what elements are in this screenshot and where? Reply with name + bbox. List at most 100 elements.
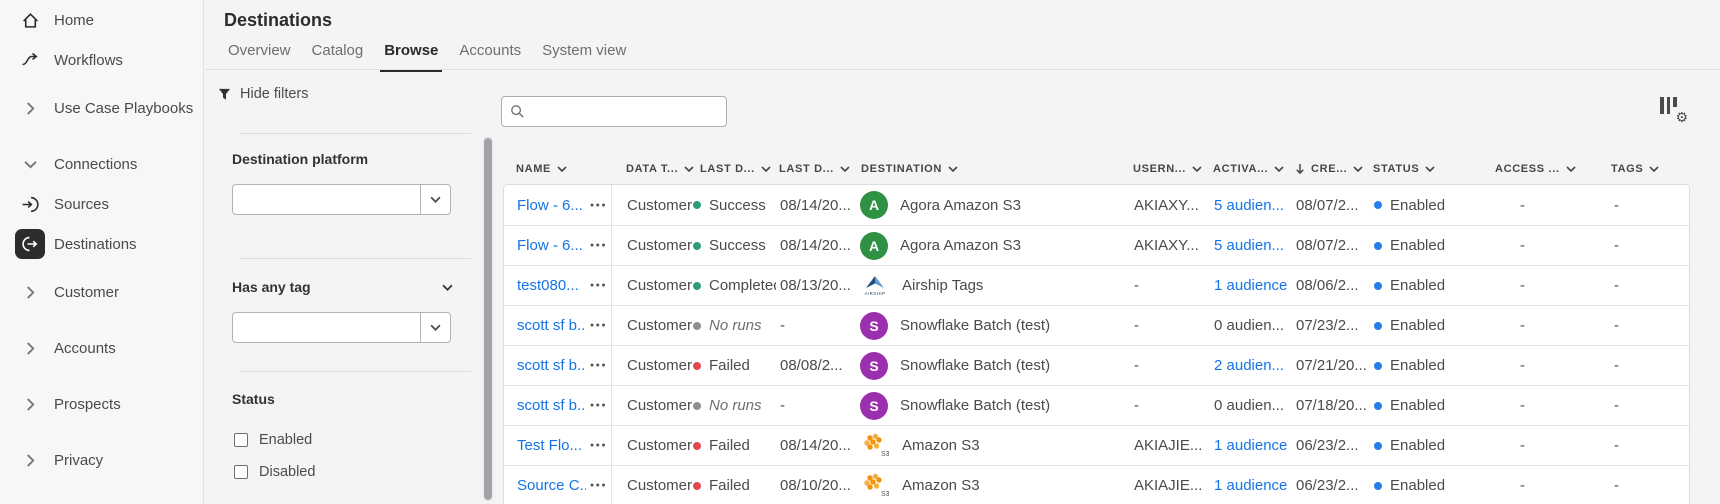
column-menu-chevron-icon	[557, 166, 567, 172]
sidebar-item-workflows[interactable]: Workflows	[0, 40, 203, 80]
sidebar-item-destinations[interactable]: Destinations	[0, 224, 203, 264]
run-status-label: Failed	[709, 437, 750, 454]
hide-filters-button[interactable]: Hide filters	[218, 86, 309, 102]
filter-rail-scrollbar[interactable]	[483, 136, 493, 502]
tags-cell: -	[1614, 196, 1619, 214]
checkbox-disabled[interactable]	[234, 465, 248, 479]
column-header-cre[interactable]: CRE...	[1295, 163, 1373, 175]
data-type-cell: Customers	[627, 277, 692, 294]
destination-name-link[interactable]: Flow - 6...	[517, 196, 583, 214]
run-status-dot	[693, 441, 701, 450]
row-more-actions-button[interactable]: ●●●	[586, 386, 612, 425]
data-type-cell: Customers	[627, 317, 692, 334]
column-header-label: USERN...	[1133, 163, 1186, 175]
column-header-last-d[interactable]: LAST D...	[691, 163, 775, 175]
checkbox-enabled[interactable]	[234, 433, 248, 447]
last-dataflow-run-date-cell: 08/14/20...	[780, 196, 851, 214]
status-cell: Enabled	[1374, 226, 1494, 265]
activation-data-cell: 0 audien...	[1214, 397, 1285, 414]
sidebar-item-use-case-playbooks[interactable]: Use Case Playbooks	[0, 88, 203, 128]
run-status-dot	[693, 401, 701, 410]
checkbox-label: Disabled	[259, 464, 316, 480]
column-header-data-t[interactable]: DATA T...	[611, 163, 694, 175]
destination-name-link[interactable]: scott sf b...	[517, 317, 586, 334]
row-more-actions-button[interactable]: ●●●	[586, 266, 612, 305]
column-header-access[interactable]: ACCESS ...	[1493, 163, 1603, 175]
sidebar-item-connections[interactable]: Connections	[0, 144, 203, 184]
column-header-status[interactable]: STATUS	[1373, 163, 1493, 175]
destination-name-link[interactable]: scott sf b...	[517, 397, 586, 414]
row-more-actions-button[interactable]: ●●●	[586, 185, 612, 225]
row-more-actions-button[interactable]: ●●●	[586, 226, 612, 265]
status-dot	[1374, 281, 1382, 290]
tab-overview[interactable]: Overview	[228, 42, 291, 59]
tag-select[interactable]	[232, 312, 451, 343]
sidebar-item-customer[interactable]: Customer	[0, 272, 203, 312]
last-dataflow-run-status-cell: Failed	[692, 346, 776, 385]
tab-catalog[interactable]: Catalog	[311, 42, 364, 59]
tags-cell: -	[1614, 237, 1619, 254]
status-option-enabled[interactable]: Enabled	[234, 424, 315, 456]
sidebar-item-accounts[interactable]: Accounts	[0, 328, 203, 368]
destination-name-link[interactable]: Source C...	[517, 477, 586, 494]
destination-name-link[interactable]: scott sf b...	[517, 357, 586, 374]
status-option-disabled[interactable]: Disabled	[234, 456, 315, 488]
activation-data-link[interactable]: 5 audien...	[1214, 196, 1285, 214]
destination-name-link[interactable]: Flow - 6...	[517, 237, 583, 254]
agora-avatar: A	[860, 191, 888, 219]
activation-data-link[interactable]: 1 audience	[1214, 277, 1288, 294]
sidebar-item-prospects[interactable]: Prospects	[0, 384, 203, 424]
column-header-name[interactable]: NAME	[503, 163, 611, 175]
status-dot	[1374, 401, 1382, 410]
tags-cell: -	[1614, 477, 1619, 494]
sidebar-item-home[interactable]: Home	[0, 0, 203, 40]
activation-data-link[interactable]: 1 audience	[1214, 437, 1288, 454]
row-more-actions-button[interactable]: ●●●	[586, 426, 612, 465]
tab-accounts[interactable]: Accounts	[459, 42, 522, 59]
sidebar-item-privacy[interactable]: Privacy	[0, 440, 203, 480]
column-header-label: STATUS	[1373, 163, 1420, 175]
has-any-tag-section-header[interactable]: Has any tag	[232, 279, 453, 295]
sidebar-item-sources[interactable]: Sources	[0, 184, 203, 224]
column-settings-button[interactable]: ⚙	[1657, 93, 1688, 126]
column-menu-chevron-icon	[840, 166, 850, 172]
destination-name-link[interactable]: test080...	[517, 277, 579, 294]
username-cell: AKIAXY...	[1134, 196, 1199, 214]
scrollbar-thumb[interactable]	[484, 138, 492, 500]
destinations-table: Flow - 6...●●●CustomersSuccess08/14/20..…	[503, 184, 1690, 504]
chevron-right-icon	[26, 285, 35, 299]
status-filter-options: Enabled Disabled	[234, 424, 315, 488]
sidebar-item-label: Privacy	[54, 451, 104, 469]
destination-platform-select[interactable]	[232, 184, 451, 215]
tab-browse[interactable]: Browse	[380, 40, 443, 72]
destination-name-link[interactable]: Test Flo...	[517, 437, 583, 454]
destination-label: Agora Amazon S3	[900, 196, 1021, 214]
column-header-label: NAME	[516, 163, 552, 175]
access-label-cell: -	[1520, 237, 1525, 254]
gear-icon: ⚙	[1675, 110, 1688, 126]
activation-data-link[interactable]: 2 audien...	[1214, 357, 1285, 374]
activation-data-link[interactable]: 1 audience	[1214, 477, 1288, 494]
destination-cell: AIRSHIP Airship Tags	[860, 266, 1132, 305]
sources-icon	[22, 196, 39, 213]
created-date-cell: 08/07/2...	[1296, 237, 1359, 254]
agora-avatar: A	[860, 231, 888, 260]
status-dot	[1374, 321, 1382, 330]
search-input[interactable]	[533, 103, 718, 120]
column-header-destination[interactable]: DESTINATION	[859, 163, 1131, 175]
username-cell: AKIAJIE...	[1134, 477, 1203, 494]
svg-text:AIRSHIP: AIRSHIP	[864, 291, 885, 296]
column-header-usern[interactable]: USERN...	[1131, 163, 1213, 175]
tab-system-view[interactable]: System view	[542, 42, 627, 59]
created-date-cell: 08/06/2...	[1296, 277, 1359, 294]
chevron-right-icon	[26, 397, 35, 411]
column-header-last-d[interactable]: LAST D...	[775, 163, 859, 175]
column-header-activa[interactable]: ACTIVA...	[1213, 163, 1295, 175]
row-more-actions-button[interactable]: ●●●	[586, 346, 612, 385]
chevron-right-icon	[26, 101, 35, 115]
row-more-actions-button[interactable]: ●●●	[586, 466, 612, 504]
column-header-tags[interactable]: TAGS	[1603, 163, 1690, 175]
row-more-actions-button[interactable]: ●●●	[586, 306, 612, 345]
destination-cell: A Agora Amazon S3	[860, 226, 1132, 265]
activation-data-link[interactable]: 5 audien...	[1214, 237, 1285, 254]
